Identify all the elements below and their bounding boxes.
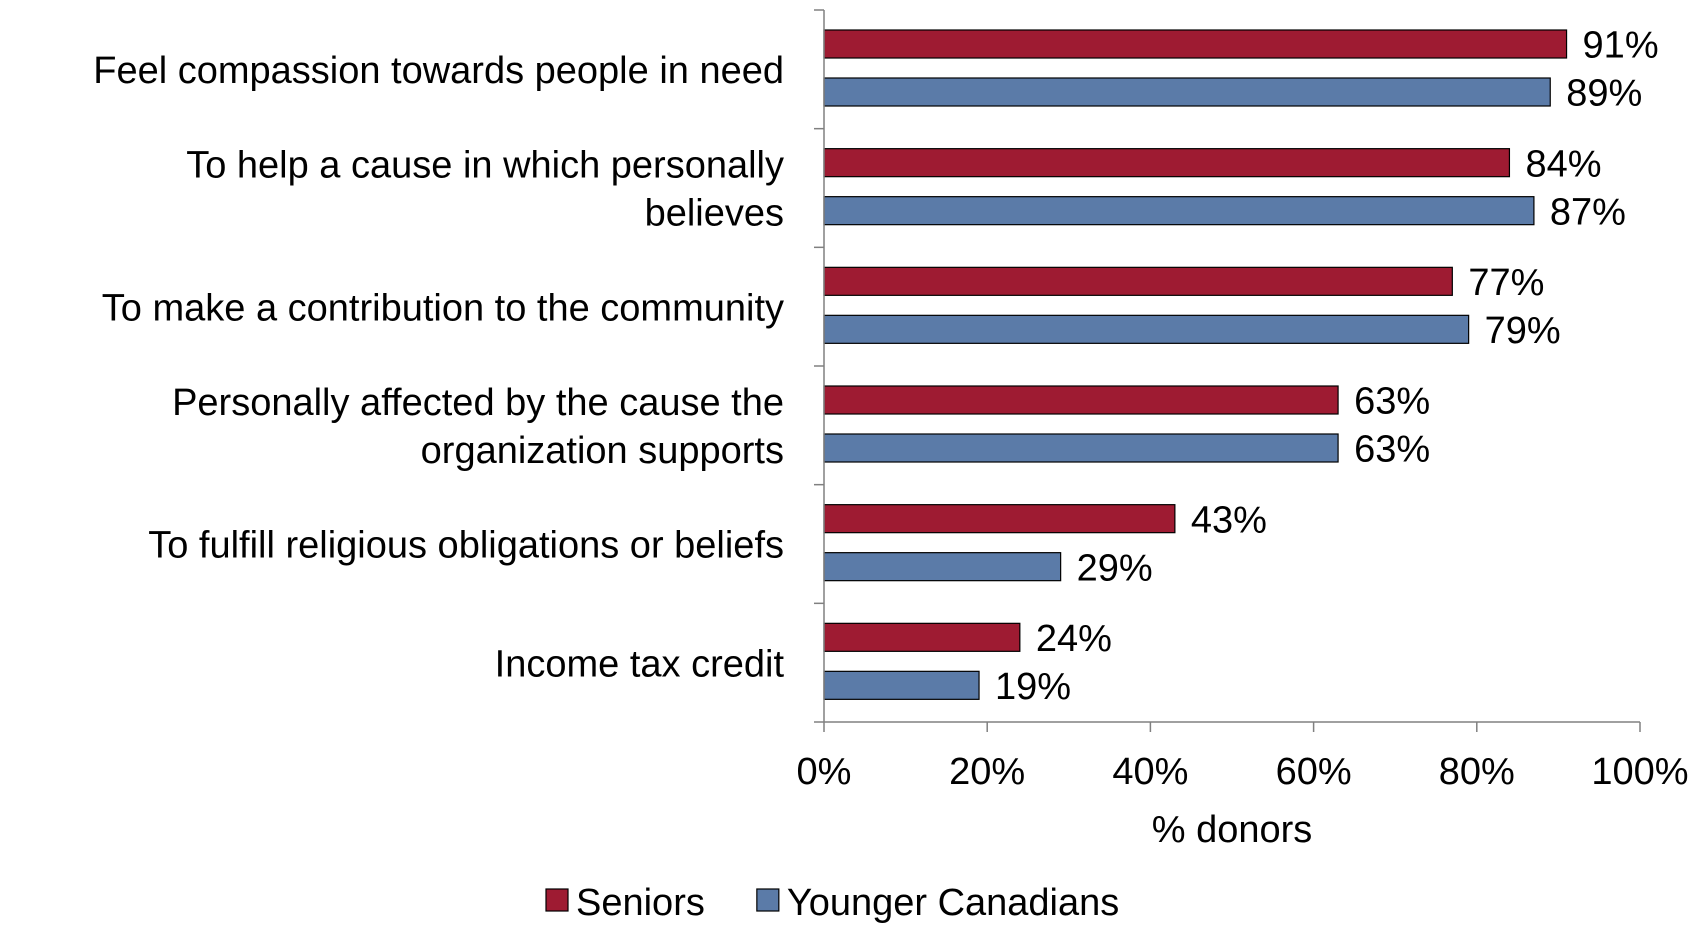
data-label: 91% [1583, 25, 1659, 67]
x-tick-label: 40% [1112, 751, 1188, 793]
x-tick-label: 20% [949, 751, 1025, 793]
bar-seniors [823, 622, 1021, 652]
bar-seniors [823, 504, 1176, 534]
legend-label: Younger Canadians [787, 882, 1119, 924]
bar-seniors [823, 29, 1568, 59]
bar-seniors [823, 385, 1339, 415]
data-label: 63% [1354, 429, 1430, 471]
data-label: 84% [1525, 143, 1601, 185]
bar-younger-canadians [823, 314, 1470, 344]
data-label: 89% [1566, 73, 1642, 115]
bar-younger-canadians [823, 433, 1339, 463]
x-tick-label: 60% [1276, 751, 1352, 793]
bar-younger-canadians [823, 196, 1535, 226]
category-label: To make a contribution to the community [102, 287, 784, 329]
x-tick-label: 80% [1439, 751, 1515, 793]
x-axis-title: % donors [1152, 809, 1313, 851]
x-tick-label: 100% [1591, 751, 1688, 793]
bar-seniors [823, 266, 1453, 296]
data-labels-group: 91% 89% 84% 87%77% 79% 63% 63% 43% 29% 24% 19% [995, 25, 1659, 708]
bar-younger-canadians [823, 670, 980, 700]
bar-younger-canadians [823, 552, 1062, 582]
category-labels-group: Feel compassion towards people in need To… [93, 50, 784, 685]
category-label: Income tax credit [495, 643, 785, 685]
bars-group [823, 29, 1568, 700]
category-label: To fulfill religious obligations or beli… [148, 525, 784, 567]
bar-seniors [823, 148, 1511, 178]
data-label: 29% [1077, 547, 1153, 589]
category-label: Feel compassion towards people in need [93, 50, 784, 92]
x-tick-label: 0% [797, 751, 852, 793]
data-label: 43% [1191, 499, 1267, 541]
legend-swatch-seniors [545, 888, 569, 912]
data-label: 87% [1550, 191, 1626, 233]
legend-label: Seniors [576, 882, 705, 924]
category-label: To help a cause in which personally belie… [186, 145, 784, 235]
data-label: 24% [1036, 618, 1112, 660]
legend-swatch-younger-canadians [756, 888, 780, 912]
category-label: Personally affected by the cause the orga… [172, 382, 784, 472]
data-label: 19% [995, 666, 1071, 708]
legend: Seniors Younger Canadians [545, 882, 1119, 924]
axes-group: 0% 20% 40% 60% 80% 100% [797, 9, 1689, 793]
data-label: 63% [1354, 381, 1430, 423]
data-label: 77% [1468, 262, 1544, 304]
bar-younger-canadians [823, 77, 1551, 107]
data-label: 79% [1485, 310, 1561, 352]
